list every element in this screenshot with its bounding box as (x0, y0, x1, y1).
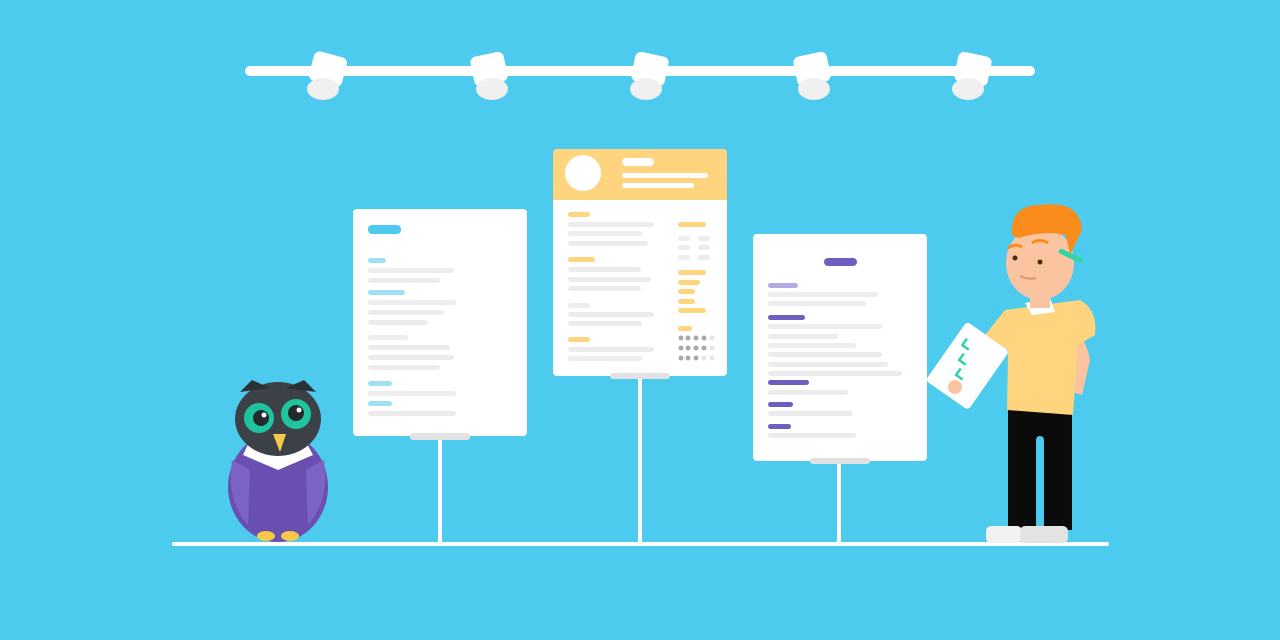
resume-card-blue (353, 209, 527, 440)
person-figure (927, 204, 1096, 543)
resume-card-yellow (553, 149, 727, 379)
lighting-rail (245, 51, 1035, 100)
owl-mascot (228, 380, 328, 542)
spotlight-icon (952, 51, 992, 100)
pencil-behind-ear (1058, 248, 1083, 263)
spotlight-icon (630, 51, 669, 100)
checklist-icon (927, 322, 1008, 409)
easel-stands (438, 375, 841, 543)
floor-line (172, 542, 1109, 546)
resume-card-purple (753, 234, 927, 464)
spotlight-icon (470, 51, 508, 100)
spotlight-icon (793, 51, 831, 100)
skill-rating-dots (678, 335, 715, 361)
person-hair (1011, 204, 1082, 255)
spotlight-icon (307, 51, 347, 100)
owl-beak (273, 434, 286, 452)
avatar-placeholder (565, 155, 601, 191)
